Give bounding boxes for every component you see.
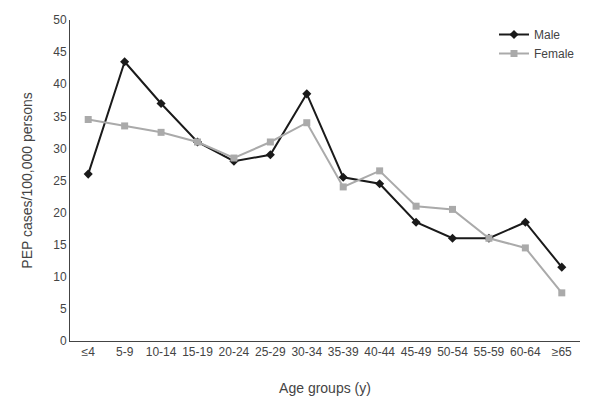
svg-text:Male: Male bbox=[534, 28, 560, 42]
svg-text:25-29: 25-29 bbox=[255, 345, 286, 359]
svg-text:Female: Female bbox=[534, 47, 574, 61]
svg-text:0: 0 bbox=[60, 334, 67, 348]
svg-text:30-34: 30-34 bbox=[291, 345, 322, 359]
svg-text:40: 40 bbox=[53, 77, 67, 91]
svg-text:60-64: 60-64 bbox=[510, 345, 541, 359]
svg-text:10: 10 bbox=[53, 270, 67, 284]
svg-text:55-59: 55-59 bbox=[474, 345, 505, 359]
svg-text:15-19: 15-19 bbox=[182, 345, 213, 359]
svg-text:40-44: 40-44 bbox=[364, 345, 395, 359]
svg-text:≤4: ≤4 bbox=[82, 345, 96, 359]
svg-text:45-49: 45-49 bbox=[401, 345, 432, 359]
svg-text:20-24: 20-24 bbox=[219, 345, 250, 359]
svg-text:50: 50 bbox=[53, 13, 67, 27]
svg-text:50-54: 50-54 bbox=[437, 345, 468, 359]
svg-text:20: 20 bbox=[53, 206, 67, 220]
svg-text:5-9: 5-9 bbox=[116, 345, 134, 359]
svg-text:35: 35 bbox=[53, 110, 67, 124]
svg-text:35-39: 35-39 bbox=[328, 345, 359, 359]
svg-text:25: 25 bbox=[53, 174, 67, 188]
svg-text:5: 5 bbox=[60, 302, 67, 316]
svg-text:Age groups (y): Age groups (y) bbox=[279, 380, 371, 396]
svg-text:10-14: 10-14 bbox=[146, 345, 177, 359]
svg-text:15: 15 bbox=[53, 238, 67, 252]
svg-text:30: 30 bbox=[53, 142, 67, 156]
svg-text:45: 45 bbox=[53, 45, 67, 59]
svg-text:PEP cases/100,000 persons: PEP cases/100,000 persons bbox=[19, 92, 35, 268]
svg-text:≥65: ≥65 bbox=[552, 345, 572, 359]
